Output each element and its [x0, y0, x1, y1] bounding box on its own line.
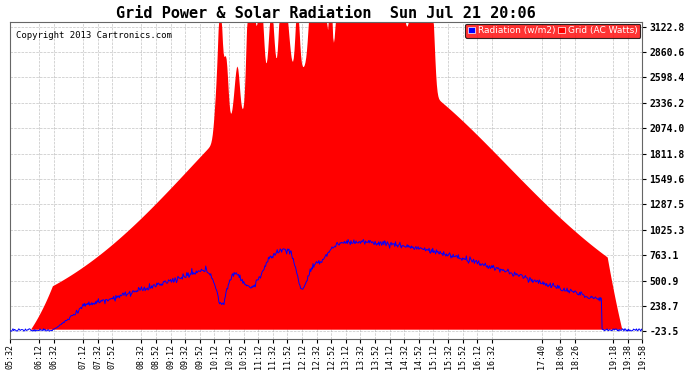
Title: Grid Power & Solar Radiation  Sun Jul 21 20:06: Grid Power & Solar Radiation Sun Jul 21 … [117, 6, 536, 21]
Legend: Radiation (w/m2), Grid (AC Watts): Radiation (w/m2), Grid (AC Watts) [465, 24, 640, 38]
Text: Copyright 2013 Cartronics.com: Copyright 2013 Cartronics.com [17, 31, 172, 40]
